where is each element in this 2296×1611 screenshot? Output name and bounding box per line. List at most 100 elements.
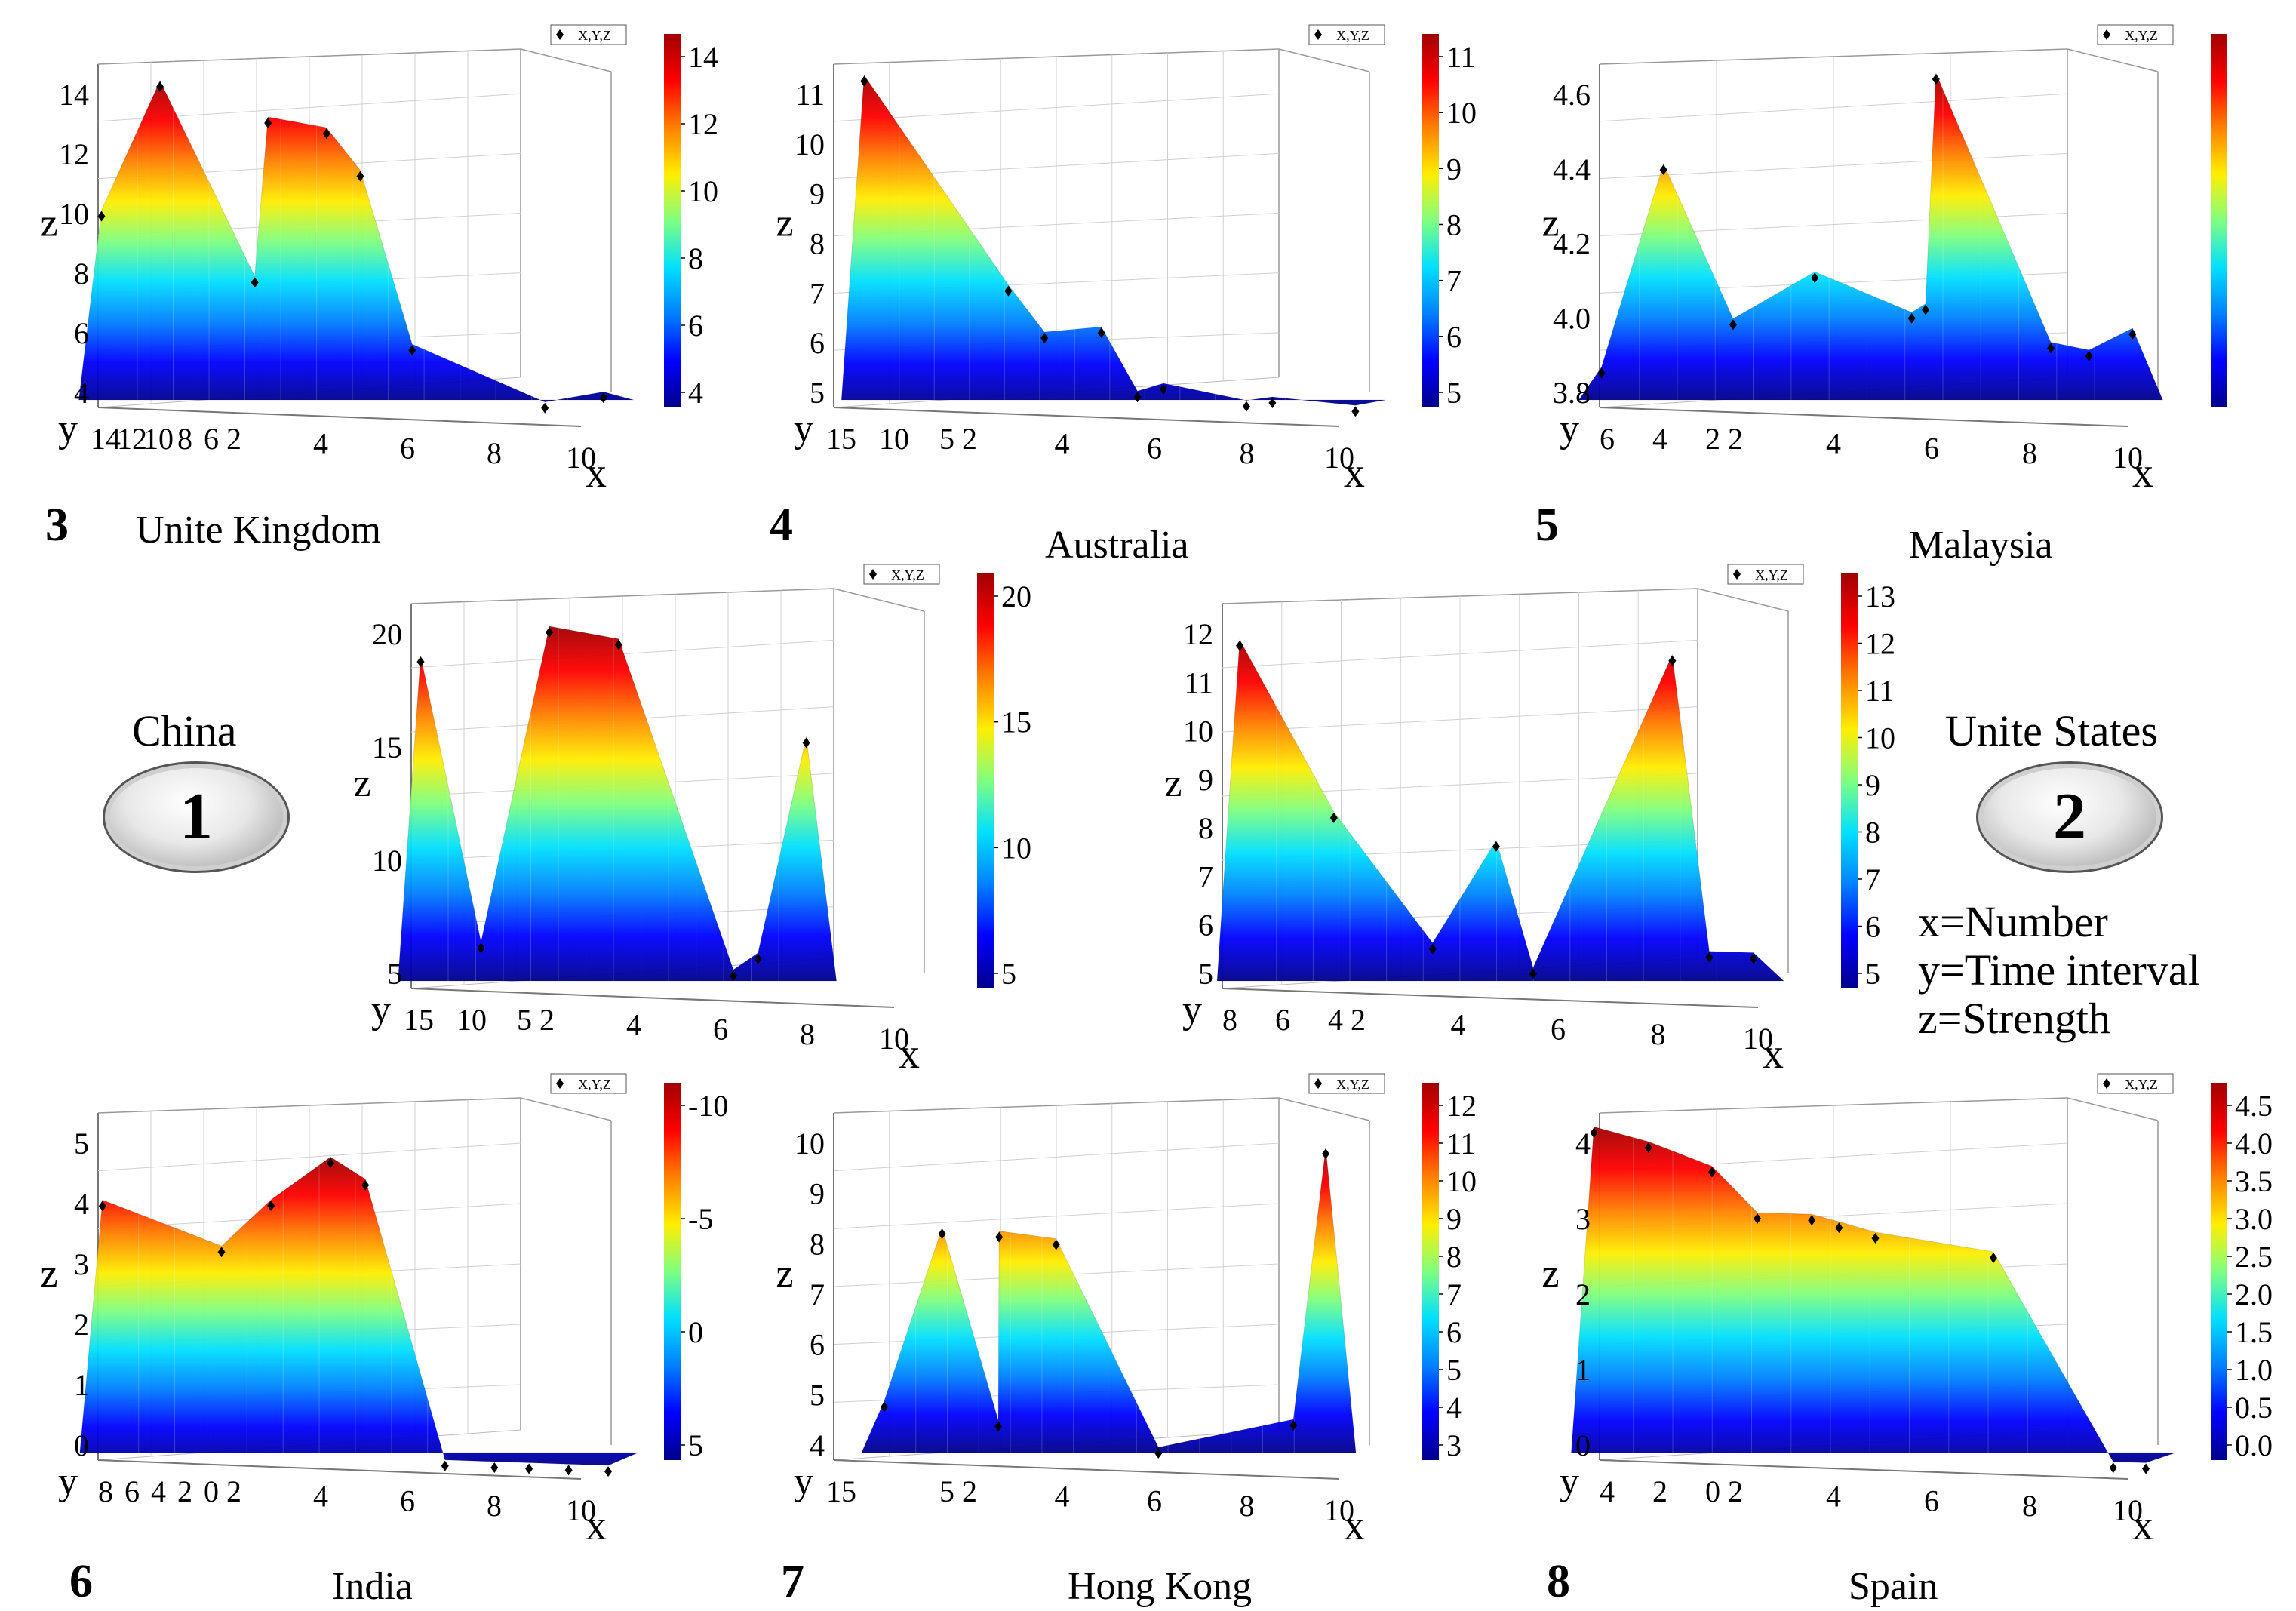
data-point (546, 626, 554, 638)
surface (1570, 1126, 2177, 1464)
x-tick-label: 2 (962, 1474, 977, 1508)
panel-number: 8 (1547, 1556, 1570, 1607)
panel-number: 5 (1535, 500, 1559, 551)
data-point (1159, 384, 1167, 395)
chart-panel-8: 8 Spain X,Y,Z 0.0 0.5 1.0 1.5 2.0 2.5 3.0 3.5 4.0 4.… (1532, 1068, 2273, 1606)
z-tick-label: 4 (1575, 1127, 1591, 1161)
x-axis-label: x (2132, 450, 2153, 497)
x-axis-line (97, 407, 582, 427)
x-tick-label: 8 (1240, 436, 1255, 470)
data-point (327, 1158, 335, 1169)
grid-line (1599, 93, 2068, 122)
z-tick-label: 7 (810, 1277, 825, 1311)
panel-number: 6 (69, 1556, 93, 1607)
colorbar (664, 1083, 681, 1460)
legend-marker (2103, 1078, 2110, 1089)
z-axis-label: z (776, 1253, 793, 1296)
data-point (1351, 406, 1360, 417)
data-point (1907, 312, 1916, 324)
z-tick-label: 6 (74, 316, 89, 350)
x-tick-label: 6 (1924, 432, 1939, 466)
data-point (1871, 1233, 1880, 1244)
data-point (1133, 392, 1142, 403)
chart-svg: X,Y,Z 0.00.5 1.0 1.5 2.02.5 3.0 3.54.0 4.5 0 1 2 3 4… (1541, 1073, 2273, 1549)
z-tick-label: 20 (372, 617, 402, 651)
y-axis-label: y (794, 407, 813, 450)
x-axis-line (1599, 1459, 2128, 1480)
y-tick-label: 2 (1705, 422, 1720, 456)
y-tick-label: 15 (826, 422, 856, 456)
x-tick-label: 8 (2022, 436, 2037, 470)
legend-marker (556, 29, 564, 40)
z-tick-label: 9 (1198, 763, 1213, 797)
x-axis-line (833, 407, 1340, 427)
legend-label: X,Y,Z (1336, 28, 1369, 43)
x-tick-label: 6 (400, 432, 415, 466)
colorbar-tick-label: 3.5 (2235, 1164, 2273, 1198)
data-point (1242, 401, 1250, 412)
colorbar-tick-label: 10 (1001, 831, 1031, 865)
data-point (217, 1247, 226, 1258)
box-edge (1278, 48, 1370, 72)
data-point (490, 1462, 499, 1473)
definition-y: y=Time interval (1918, 945, 2200, 995)
z-tick-label: 14 (59, 78, 89, 112)
data-point (525, 1463, 533, 1474)
box-edge (1278, 1097, 1370, 1121)
data-point (2047, 343, 2055, 354)
data-point (938, 1228, 946, 1240)
data-point (1236, 640, 1244, 651)
data-point (2128, 329, 2137, 340)
data-point (994, 1421, 1003, 1432)
y-tick-label: 8 (1222, 1003, 1237, 1037)
z-tick-label: 1 (74, 1368, 89, 1402)
data-point (1428, 943, 1437, 955)
z-tick-label: 9 (810, 177, 825, 211)
data-point (1268, 398, 1277, 409)
x-tick-label: 8 (487, 436, 502, 470)
y-tick-label: 5 (939, 422, 954, 456)
box-edge (1697, 588, 1789, 612)
x-tick-label: 10 (566, 1493, 596, 1527)
colorbar-tick-label: 2.0 (2235, 1277, 2273, 1311)
panel-number: 3 (45, 500, 69, 551)
data-point (1989, 1252, 1997, 1263)
axis-definitions: x=Number y=Time interval z=Strength (1918, 898, 2200, 1043)
data-point (416, 656, 425, 668)
country-caption: Spain (1849, 1565, 1938, 1608)
y-tick-label: 4 (1328, 1003, 1343, 1037)
x-tick-label: 10 (1324, 441, 1354, 475)
data-point (1729, 319, 1737, 331)
country-caption: Malaysia (1909, 524, 2053, 567)
country-caption: India (332, 1565, 413, 1608)
colorbar-tick-label: 8 (1865, 816, 1880, 850)
x-tick-label: 2 (226, 1474, 241, 1508)
x-axis-line (1222, 988, 1759, 1008)
grid-line (833, 1203, 1280, 1229)
z-axis-label: z (1541, 1253, 1559, 1296)
y-tick-label: 4 (1652, 422, 1667, 456)
z-tick-label: 6 (1198, 908, 1213, 942)
z-tick-label: 4 (810, 1428, 825, 1462)
data-point (880, 1401, 888, 1413)
legend-label: X,Y,Z (578, 1077, 611, 1092)
x-tick-label: 4 (313, 1479, 328, 1513)
colorbar-tick-label: 10 (1446, 96, 1477, 130)
colorbar-tick-label: 8 (1446, 208, 1462, 242)
colorbar-tick-label: 12 (1446, 1089, 1477, 1123)
data-point (860, 75, 868, 87)
colorbar-tick-label: 7 (1446, 264, 1462, 298)
y-tick-label: 12 (117, 422, 147, 456)
y-tick-label: 6 (1275, 1003, 1290, 1037)
data-point (1040, 333, 1049, 344)
z-tick-label: 10 (1183, 715, 1213, 749)
colorbar-tick-label: 5 (1001, 957, 1016, 991)
grid-line (97, 1142, 521, 1172)
z-tick-label: 15 (372, 730, 402, 764)
x-tick-label: 2 (226, 422, 241, 456)
grid-line (1599, 152, 2068, 180)
colorbar-tick-label: 6 (1446, 320, 1462, 354)
